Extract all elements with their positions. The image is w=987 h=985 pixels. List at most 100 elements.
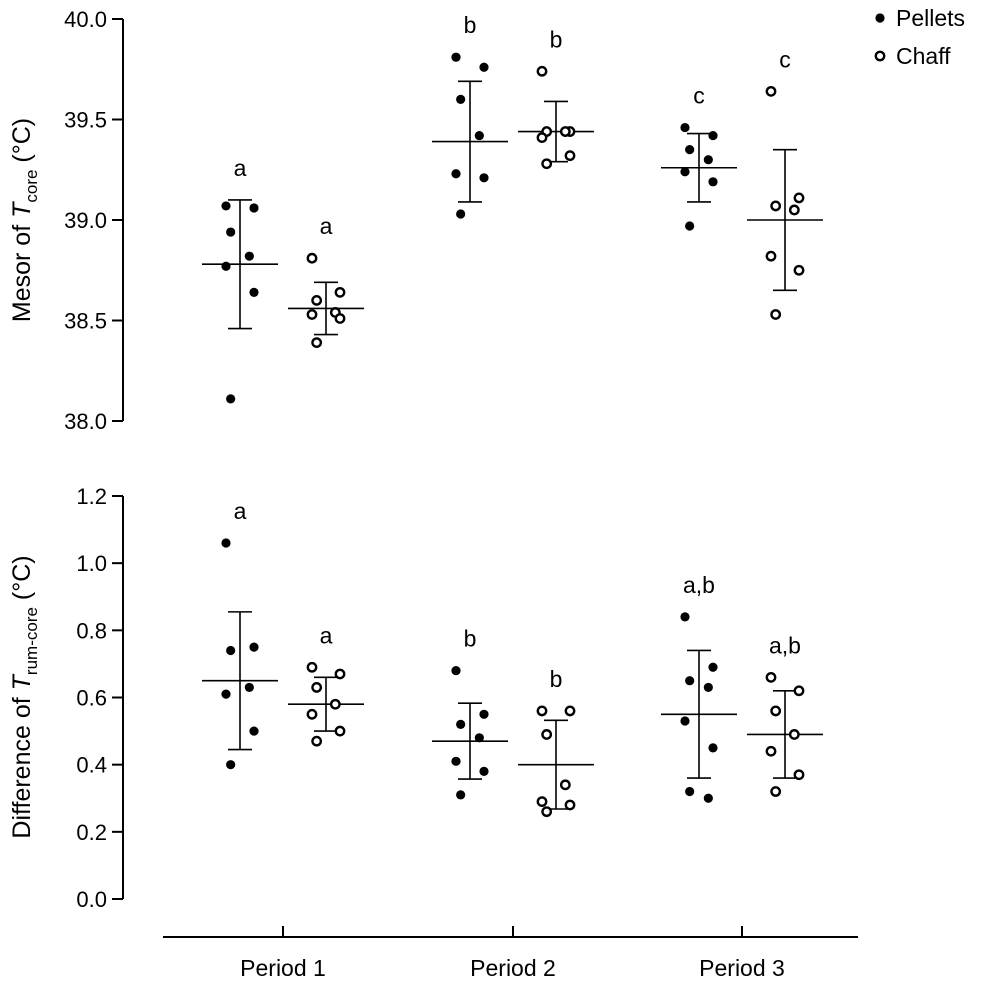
data-point-chaff <box>334 668 346 680</box>
data-point-chaff <box>793 264 805 276</box>
top-y-axis-title-suffix: (°C) <box>8 118 36 170</box>
data-point-pellets <box>221 261 231 271</box>
data-point-pellets <box>685 676 695 686</box>
data-point-pellets <box>474 733 484 743</box>
data-point-chaff <box>770 705 782 717</box>
data-point-pellets <box>479 173 489 183</box>
data-point-chaff <box>770 786 782 797</box>
bottom-pellets-group: a,b <box>661 572 737 803</box>
legend-item-pellets: Pellets <box>875 5 965 31</box>
legend-marker-filled <box>875 13 885 23</box>
bottom-y-axis-title-prefix: Difference of <box>8 690 36 838</box>
data-point-chaff <box>334 286 346 298</box>
data-point-chaff <box>793 685 805 697</box>
bottom-plot-area: 0.0 0.2 0.4 0.6 0.8 1.0 1.2 a b a,b a b a,b <box>76 484 823 912</box>
bottom-pellets-group: a <box>202 498 278 770</box>
legend-item-chaff: Chaff <box>874 43 951 69</box>
significance-letter: a,b <box>769 632 801 658</box>
top-y-axis-title-prefix: Mesor of <box>8 218 36 322</box>
bottom-y-tick-label: 0.2 <box>76 820 107 845</box>
data-point-chaff <box>765 250 777 262</box>
data-point-pellets <box>708 130 718 141</box>
data-point-chaff <box>541 806 553 818</box>
data-point-chaff <box>765 85 777 97</box>
data-point-chaff <box>770 309 782 320</box>
data-point-chaff <box>788 729 800 740</box>
data-point-chaff <box>559 126 571 137</box>
top-y-axis-title-var: T <box>8 201 36 218</box>
data-point-pellets <box>249 203 259 213</box>
top-panel: Mesor of Tcore (°C) 38.0 38.5 39.0 39.5 40.0… <box>8 7 823 434</box>
data-point-pellets <box>703 793 713 803</box>
data-point-pellets <box>456 790 466 800</box>
top-y-axis-title-sub: core <box>22 170 41 203</box>
significance-letter: b <box>464 626 477 652</box>
data-point-pellets <box>244 251 254 261</box>
bottom-panel: Difference of Trum-core (°C) 0.00.20.40.… <box>8 484 823 912</box>
bottom-y-axis-title: Difference of Trum-core (°C) <box>8 555 41 838</box>
data-point-chaff <box>564 150 576 162</box>
data-point-pellets <box>703 682 713 693</box>
significance-letter: b <box>464 12 477 38</box>
significance-letter: a <box>234 155 247 181</box>
data-point-chaff <box>311 294 323 306</box>
data-point-chaff <box>306 309 318 320</box>
data-point-pellets <box>479 766 489 776</box>
data-point-pellets <box>451 169 461 179</box>
data-point-chaff <box>559 779 571 791</box>
data-point-pellets <box>680 167 690 177</box>
data-point-pellets <box>708 743 718 753</box>
data-point-chaff <box>793 769 805 781</box>
data-point-pellets <box>456 209 466 219</box>
data-point-pellets <box>680 612 690 622</box>
legend-marker-open <box>874 50 886 62</box>
top-y-tick-label: 38.0 <box>64 409 107 434</box>
data-point-pellets <box>221 689 231 699</box>
data-point-pellets <box>226 227 236 237</box>
data-point-pellets <box>456 94 466 104</box>
data-point-chaff <box>306 708 318 720</box>
data-point-chaff <box>536 132 548 143</box>
data-point-pellets <box>479 62 489 72</box>
significance-letter: a <box>320 622 333 648</box>
data-point-pellets <box>249 726 259 736</box>
bottom-y-tick-label: 0.8 <box>76 618 107 643</box>
significance-letter: a <box>320 213 333 239</box>
data-point-pellets <box>708 177 718 187</box>
data-point-chaff <box>765 671 777 683</box>
legend-label: Pellets <box>896 5 965 31</box>
top-pellets-group: a <box>202 155 278 404</box>
data-point-chaff <box>306 661 318 673</box>
data-point-pellets <box>474 130 484 141</box>
top-y-tick-label: 40.0 <box>64 7 107 32</box>
data-point-pellets <box>226 394 236 404</box>
data-point-pellets <box>685 145 695 155</box>
data-point-pellets <box>249 287 259 297</box>
data-point-pellets <box>226 760 236 770</box>
bottom-y-axis-title-sub: rum-core <box>22 607 41 675</box>
data-point-chaff <box>541 158 553 170</box>
data-point-pellets <box>221 538 231 548</box>
data-point-pellets <box>451 756 461 766</box>
data-point-chaff <box>536 796 548 808</box>
data-point-chaff <box>329 698 341 710</box>
data-point-chaff <box>311 735 323 747</box>
data-point-chaff <box>765 745 777 757</box>
data-point-chaff <box>311 337 323 349</box>
data-point-pellets <box>479 709 489 719</box>
data-point-chaff <box>334 725 346 737</box>
significance-letter: a <box>234 498 247 524</box>
data-point-chaff <box>311 682 323 693</box>
top-y-tick-label: 39.0 <box>64 208 107 233</box>
data-point-chaff <box>334 313 346 324</box>
data-point-pellets <box>451 666 461 676</box>
data-point-chaff <box>536 65 548 77</box>
significance-letter: c <box>693 83 705 109</box>
top-chaff-group: b <box>518 26 594 170</box>
data-point-chaff <box>306 252 318 264</box>
data-point-chaff <box>770 200 782 212</box>
data-point-pellets <box>221 201 231 211</box>
significance-letter: b <box>550 666 563 692</box>
data-point-pellets <box>226 645 236 656</box>
legend-label: Chaff <box>896 43 951 69</box>
